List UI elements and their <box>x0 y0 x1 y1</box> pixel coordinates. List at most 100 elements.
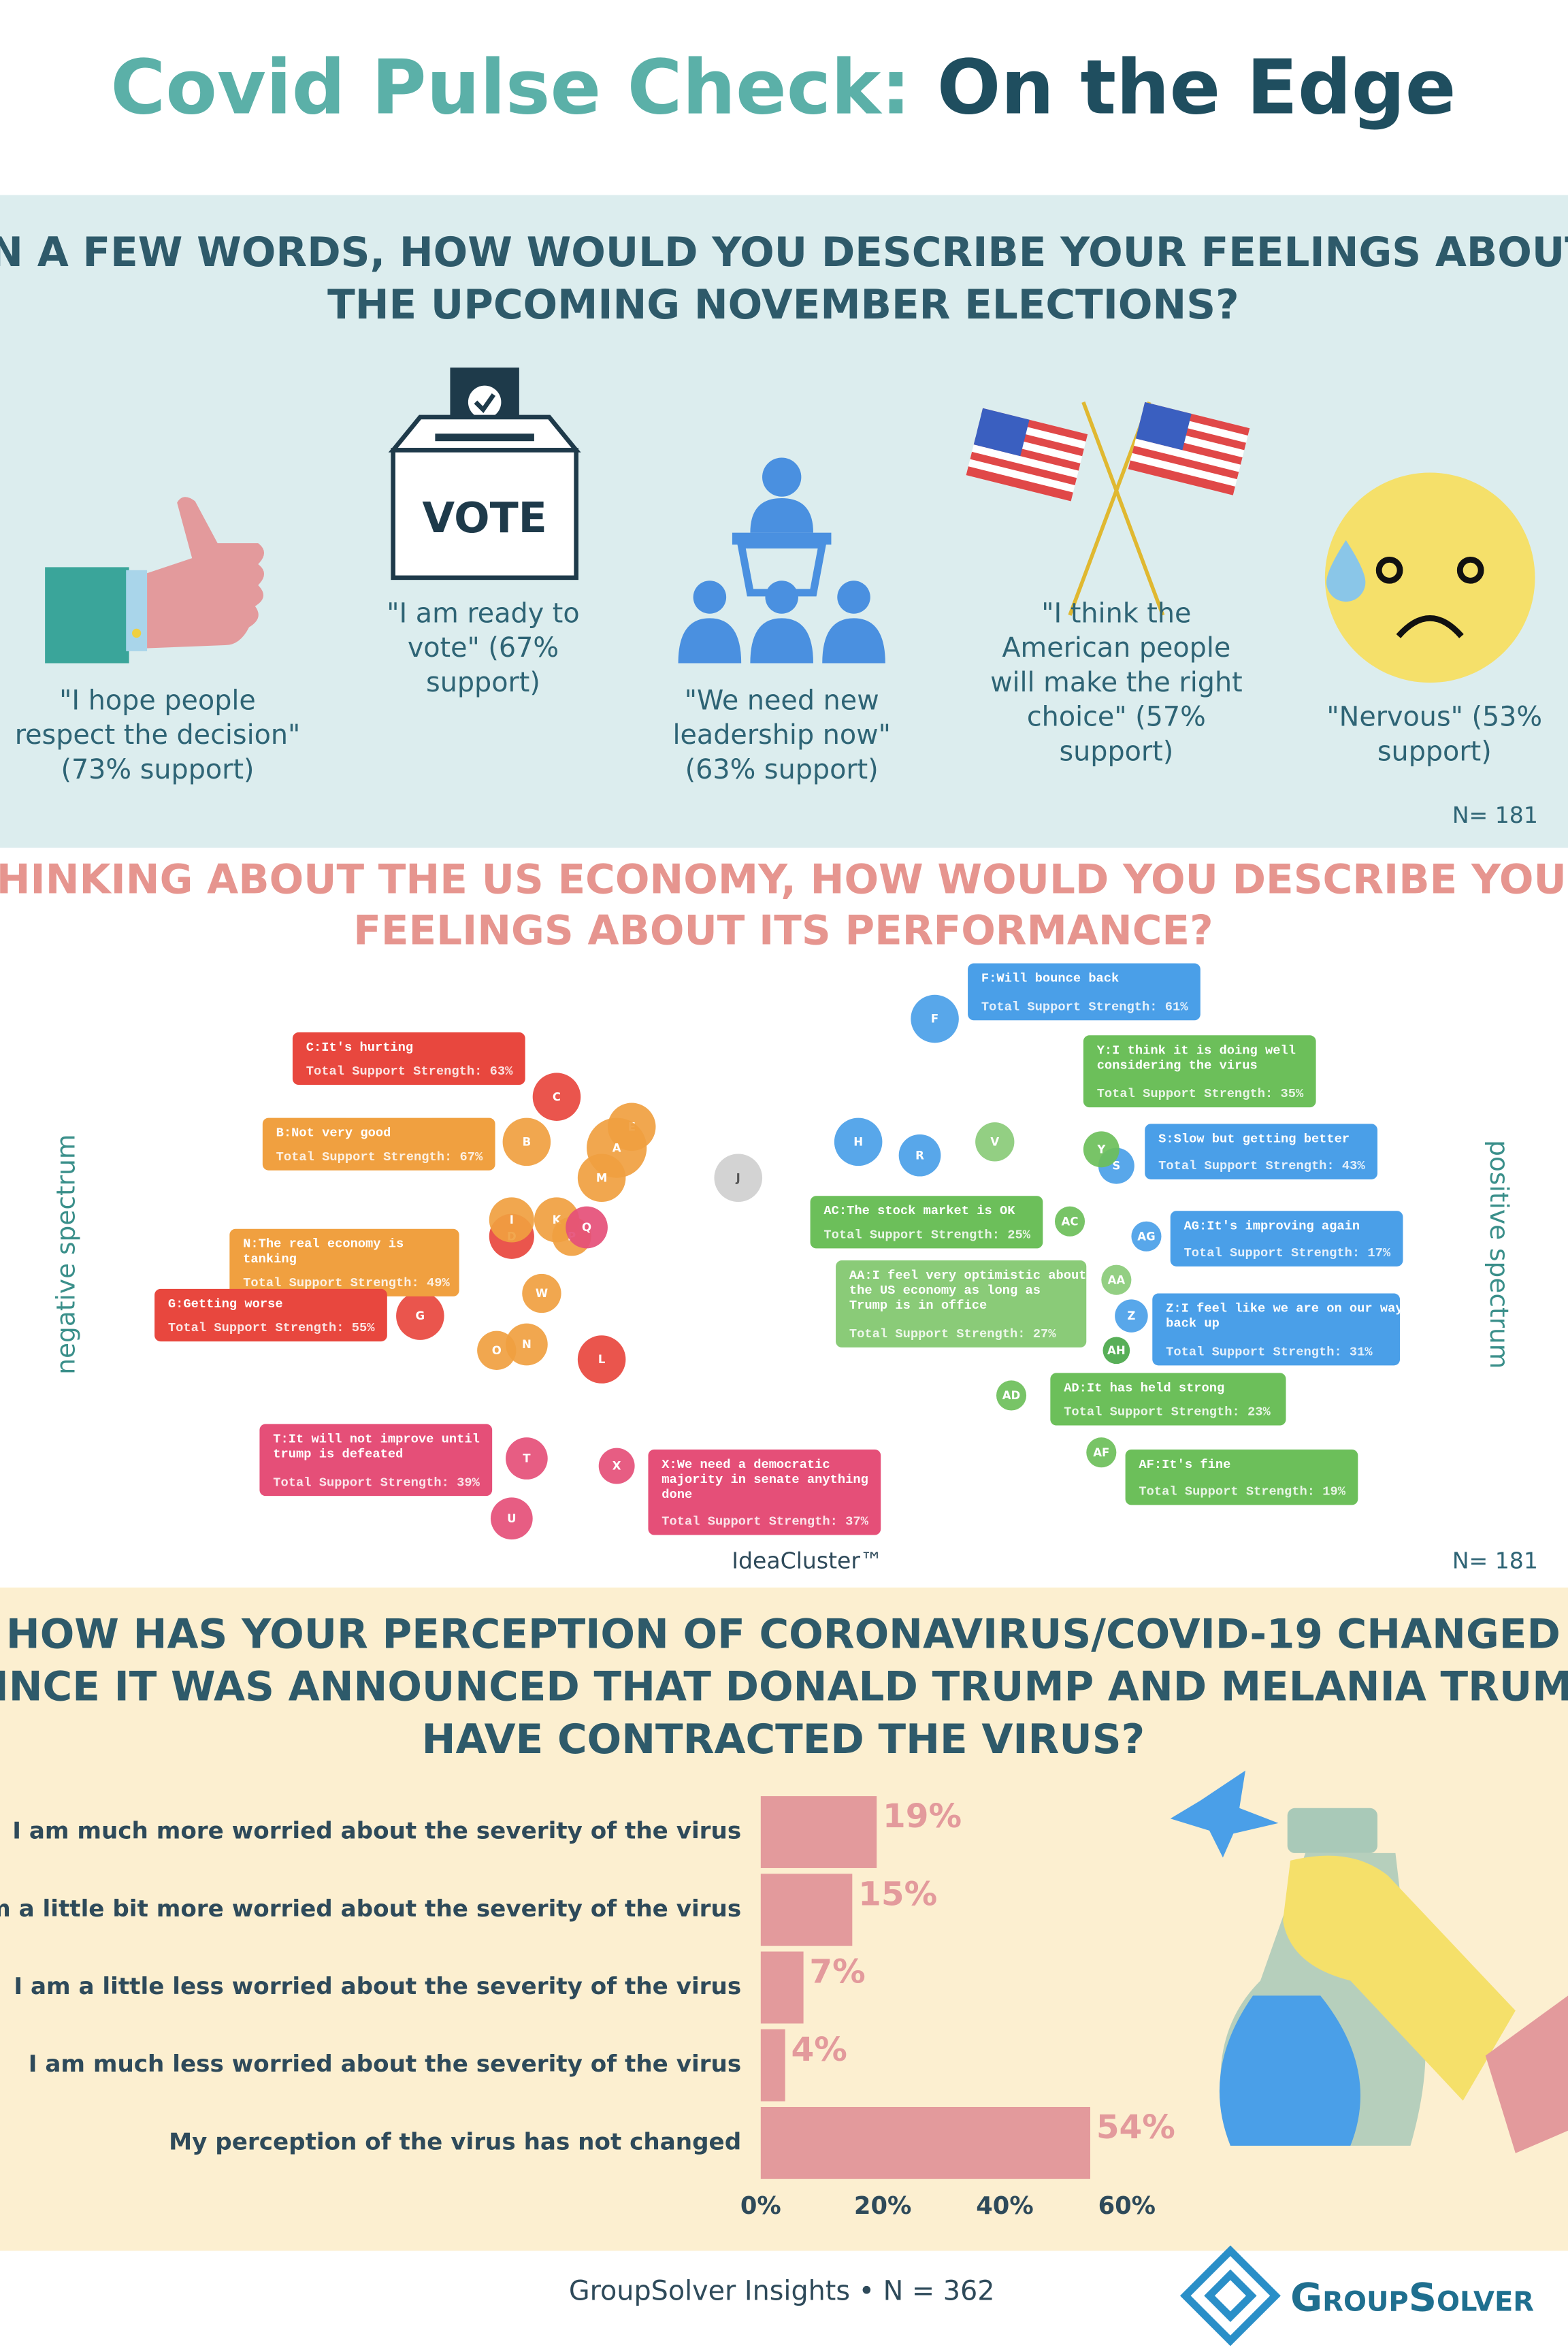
callout-label: T:It will not improve until <box>273 1431 480 1446</box>
axis-label: positive spectrum <box>1484 1140 1514 1369</box>
callout-label: F:Will bounce back <box>981 970 1119 985</box>
idea-callout <box>1083 1035 1316 1108</box>
bubble-letter: AH <box>1107 1344 1126 1357</box>
callout-label: done <box>662 1487 692 1502</box>
value-label: 7% <box>809 1953 865 1991</box>
idea-bubble <box>577 1335 626 1384</box>
idea-bubble <box>522 1273 561 1313</box>
quote: American people <box>1002 632 1230 664</box>
callout-label: AG:It's improving again <box>1184 1218 1360 1233</box>
bar <box>760 2106 1090 2179</box>
idea-callout <box>292 1032 525 1085</box>
bubble-letter: U <box>507 1512 516 1525</box>
idea-callout <box>1170 1211 1403 1267</box>
callout-label: S:Slow but getting better <box>1158 1131 1350 1146</box>
idea-bubble <box>566 1206 608 1249</box>
bubble-letter: B <box>523 1135 532 1148</box>
bubble-letter: AD <box>1002 1389 1021 1402</box>
callout-strength: Total Support Strength: 63% <box>306 1064 513 1079</box>
idea-callout <box>259 1424 493 1497</box>
callout-label: AF:It's fine <box>1139 1457 1230 1472</box>
category-label: I am much more worried about the severit… <box>12 1818 741 1845</box>
value-label: 19% <box>883 1797 962 1835</box>
bubble-letter: T <box>523 1452 531 1465</box>
callout-label: Z:I feel like we are on our way <box>1166 1301 1403 1316</box>
spray-bottle-illustration <box>1170 1770 1568 2153</box>
idea-bubble <box>911 994 959 1043</box>
idea-bubble <box>1115 1299 1148 1333</box>
callout-strength: Total Support Strength: 27% <box>849 1326 1056 1341</box>
callout-strength: Total Support Strength: 19% <box>1139 1484 1345 1499</box>
callout-strength: Total Support Strength: 49% <box>243 1275 450 1290</box>
quote: choice" (57% <box>1027 702 1206 733</box>
callout-strength: Total Support Strength: 31% <box>1166 1344 1373 1359</box>
chart-title: HAVE CONTRACTED THE VIRUS? <box>422 1716 1145 1763</box>
idea-bubble <box>477 1330 517 1370</box>
bubble-letter: X <box>612 1460 621 1473</box>
bubble-letter: G <box>416 1309 425 1322</box>
idea-bubble <box>975 1122 1015 1162</box>
bubble-letter: S <box>1112 1160 1120 1173</box>
category-label: I am a little less worried about the sev… <box>14 1973 741 2000</box>
quote: support) <box>1377 736 1492 767</box>
idea-callout <box>1145 1124 1377 1179</box>
category-label: My perception of the virus has not chang… <box>169 2128 741 2155</box>
callout-strength: Total Support Strength: 37% <box>662 1514 868 1529</box>
bar <box>760 2029 785 2102</box>
value-label: 54% <box>1096 2108 1175 2146</box>
logo-text: GroupSolver <box>1290 2275 1534 2321</box>
footer-text: GroupSolver Insights • N = 362 <box>569 2275 995 2306</box>
quote: "Nervous" (53% <box>1326 702 1542 733</box>
callout-label: tanking <box>243 1252 297 1267</box>
callout-label: Y:I think it is doing well <box>1097 1043 1296 1058</box>
bubble-letter: H <box>853 1135 863 1148</box>
idea-bubble <box>1086 1437 1117 1468</box>
bubble-letter: AF <box>1093 1446 1109 1459</box>
quote: vote" (67% <box>408 632 559 664</box>
bubble-letter: L <box>598 1353 606 1366</box>
category-label: I am much less worried about the severit… <box>29 2051 741 2078</box>
question: THE UPCOMING NOVEMBER ELECTIONS? <box>327 282 1239 329</box>
quote: "I think the <box>1041 598 1191 629</box>
bubble-letter: V <box>990 1135 999 1148</box>
idea-callout <box>154 1288 387 1342</box>
idea-bubble <box>1102 1337 1130 1365</box>
bubble-letter: AC <box>1062 1215 1079 1228</box>
thumbs-up-icon <box>45 497 265 664</box>
callout-strength: Total Support Strength: 17% <box>1184 1245 1391 1260</box>
quote: respect the decision" <box>15 719 301 751</box>
idea-bubble <box>506 1437 548 1480</box>
idea-bubble <box>1131 1221 1162 1252</box>
callout-strength: Total Support Strength: 43% <box>1158 1158 1365 1173</box>
bubble-letter: I <box>510 1213 514 1226</box>
idea-callout <box>1125 1449 1358 1505</box>
callout-label: considering the virus <box>1097 1058 1258 1073</box>
idea-callout <box>1152 1293 1401 1366</box>
bubble-letter: N <box>522 1338 532 1351</box>
callout-strength: Total Support Strength: 23% <box>1064 1405 1271 1420</box>
idea-callout <box>229 1228 459 1296</box>
idea-bubble <box>1101 1264 1132 1295</box>
callout-strength: Total Support Strength: 67% <box>276 1149 483 1164</box>
x-tick-label: 20% <box>854 2192 911 2220</box>
idea-bubble <box>598 1448 635 1484</box>
idea-bubble <box>898 1134 941 1177</box>
callout-label: B:Not very good <box>276 1126 391 1141</box>
quote: (63% support) <box>685 754 879 785</box>
quote: support) <box>1059 736 1173 767</box>
callout-label: AC:The stock market is OK <box>823 1203 1015 1218</box>
podium-icon <box>678 457 885 664</box>
bubble-letter: AA <box>1108 1273 1126 1286</box>
idea-bubble <box>1054 1206 1085 1237</box>
callout-strength: Total Support Strength: 55% <box>168 1320 375 1335</box>
bubble-letter: F <box>931 1013 938 1026</box>
question: THINKING ABOUT THE US ECONOMY, HOW WOULD… <box>0 857 1568 904</box>
quote: "I hope people <box>59 685 256 716</box>
chart-title: HOW HAS YOUR PERCEPTION OF CORONAVIRUS/C… <box>6 1612 1561 1659</box>
category-label: I am a little bit more worried about the… <box>0 1895 741 1923</box>
vote-sign: VOTE <box>422 493 546 542</box>
bubble-letter: Q <box>582 1221 591 1234</box>
bubble-letter: M <box>596 1171 607 1184</box>
callout-strength: Total Support Strength: 61% <box>981 999 1188 1014</box>
